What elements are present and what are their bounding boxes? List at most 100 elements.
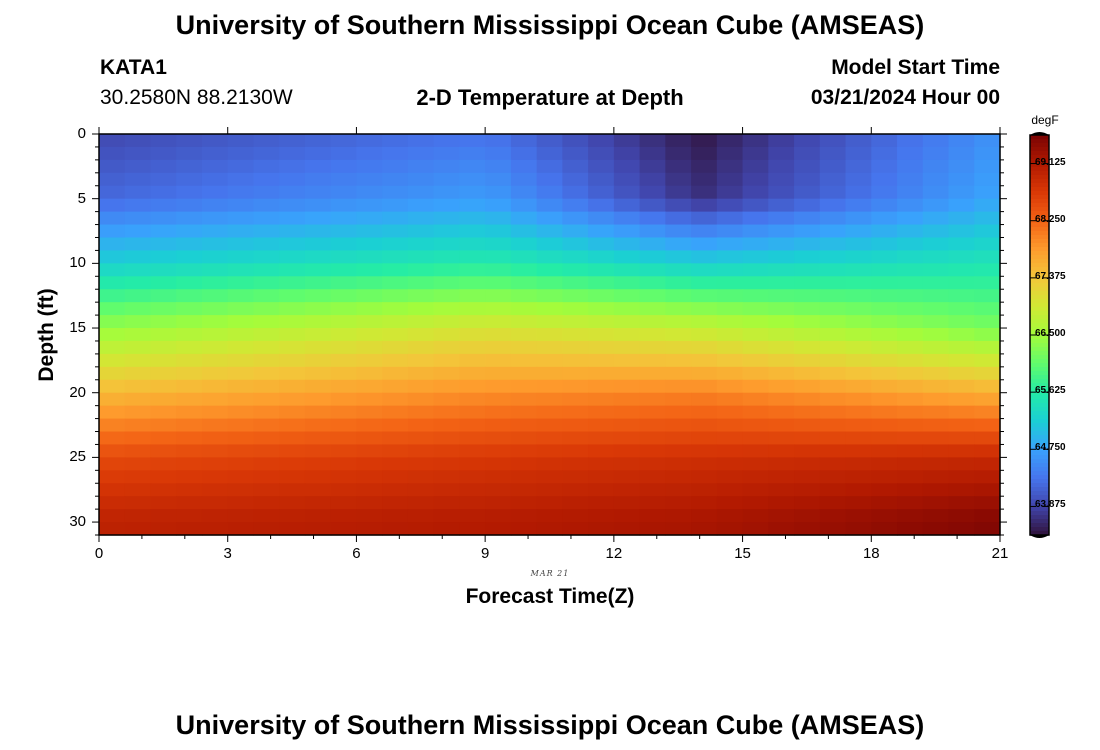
heatmap-cell (613, 146, 641, 161)
heatmap-cell (948, 237, 975, 252)
colorbar-segment (1030, 291, 1049, 296)
heatmap-cell (639, 185, 666, 200)
colorbar-segment (1030, 235, 1049, 240)
colorbar-segment (1030, 439, 1049, 444)
heatmap-cell (279, 470, 306, 484)
colorbar-segment (1030, 135, 1049, 140)
heatmap-cell (588, 444, 615, 458)
heatmap-cell (871, 224, 898, 239)
heatmap-cell (613, 418, 641, 433)
heatmap-cell (819, 418, 847, 433)
x-tick-label: 21 (991, 545, 1009, 562)
heatmap-cell (613, 431, 641, 446)
heatmap-cell (201, 444, 229, 458)
heatmap-cell (176, 172, 203, 187)
heatmap-cell (588, 405, 615, 420)
heatmap-cell (922, 198, 950, 213)
heatmap-cell (536, 185, 563, 200)
heatmap-cell (124, 496, 152, 510)
heatmap-cell (253, 483, 280, 497)
heatmap-cell (407, 392, 435, 407)
heatmap-cell (536, 237, 563, 252)
heatmap-cell (974, 211, 1001, 226)
heatmap-cell (485, 379, 512, 394)
heatmap-cell (536, 159, 563, 174)
heatmap-cell (201, 457, 229, 471)
colorbar-segment (1030, 199, 1049, 204)
heatmap-cell (819, 237, 847, 252)
heatmap-cell (279, 496, 306, 510)
heatmap-cell (768, 263, 795, 277)
heatmap-cell (382, 496, 409, 510)
heatmap-cell (510, 224, 538, 239)
heatmap-cell (588, 353, 615, 368)
heatmap-cell (562, 328, 589, 342)
heatmap-cell (871, 379, 898, 394)
heatmap-cell (99, 444, 126, 458)
heatmap-cell (124, 211, 152, 226)
heatmap-cell (459, 302, 486, 316)
heatmap-cell (794, 250, 821, 264)
heatmap-cell (639, 328, 666, 342)
colorbar-segment (1030, 299, 1049, 304)
heatmap-cell (794, 302, 821, 316)
heatmap-cell (871, 250, 898, 264)
heatmap-cell (845, 392, 872, 407)
heatmap-cell (99, 353, 126, 368)
heatmap-cell (639, 366, 666, 381)
colorbar-segment (1030, 491, 1049, 496)
heatmap-cell (536, 444, 563, 458)
heatmap-cell (665, 418, 692, 433)
heatmap-cell (819, 483, 847, 497)
colorbar-segment (1030, 147, 1049, 152)
heatmap-cell (562, 263, 589, 277)
heatmap-cell (99, 457, 126, 471)
heatmap-cell (150, 159, 177, 174)
heatmap-cell (536, 457, 563, 471)
colorbar-segment (1030, 419, 1049, 424)
colorbar-tick-label: 64.750 (1035, 442, 1066, 454)
heatmap-cell (536, 302, 563, 316)
heatmap-cell (330, 496, 358, 510)
model-start-label: Model Start Time (831, 56, 1000, 79)
heatmap-cell (871, 276, 898, 290)
heatmap-cell (99, 185, 126, 200)
heatmap-cell (279, 366, 306, 381)
heatmap-cell (253, 340, 280, 355)
heatmap-cell (639, 263, 666, 277)
colorbar-segment (1030, 255, 1049, 260)
heatmap-cell (819, 457, 847, 471)
heatmap-cell (124, 185, 152, 200)
heatmap-cell (99, 379, 126, 394)
heatmap-cell (433, 522, 460, 536)
heatmap-cell (459, 315, 486, 329)
heatmap-cell (948, 522, 975, 536)
heatmap-cell (485, 315, 512, 329)
heatmap-cell (227, 328, 255, 342)
heatmap-cell (510, 509, 538, 523)
heatmap-cell (794, 392, 821, 407)
heatmap-cell (330, 340, 358, 355)
heatmap-cell (922, 483, 950, 497)
heatmap-cell (382, 146, 409, 161)
heatmap-cell (948, 185, 975, 200)
y-tick-label: 5 (77, 189, 86, 207)
heatmap-cell (588, 302, 615, 316)
heatmap-cell (227, 379, 255, 394)
heatmap-cell (742, 276, 769, 290)
heatmap-cell (382, 483, 409, 497)
heatmap-cell (227, 405, 255, 420)
heatmap-cell (974, 340, 1001, 355)
heatmap-cell (639, 198, 666, 213)
heatmap-cell (922, 496, 950, 510)
heatmap-cell (356, 392, 383, 407)
heatmap-cell (562, 172, 589, 187)
heatmap-cell (871, 392, 898, 407)
heatmap-cell (588, 496, 615, 510)
heatmap-cell (253, 250, 280, 264)
heatmap-cell (356, 224, 383, 239)
x-tick-label: 6 (352, 545, 361, 562)
heatmap-cell (459, 470, 486, 484)
heatmap-cell (201, 276, 229, 290)
heatmap-cell (201, 289, 229, 303)
